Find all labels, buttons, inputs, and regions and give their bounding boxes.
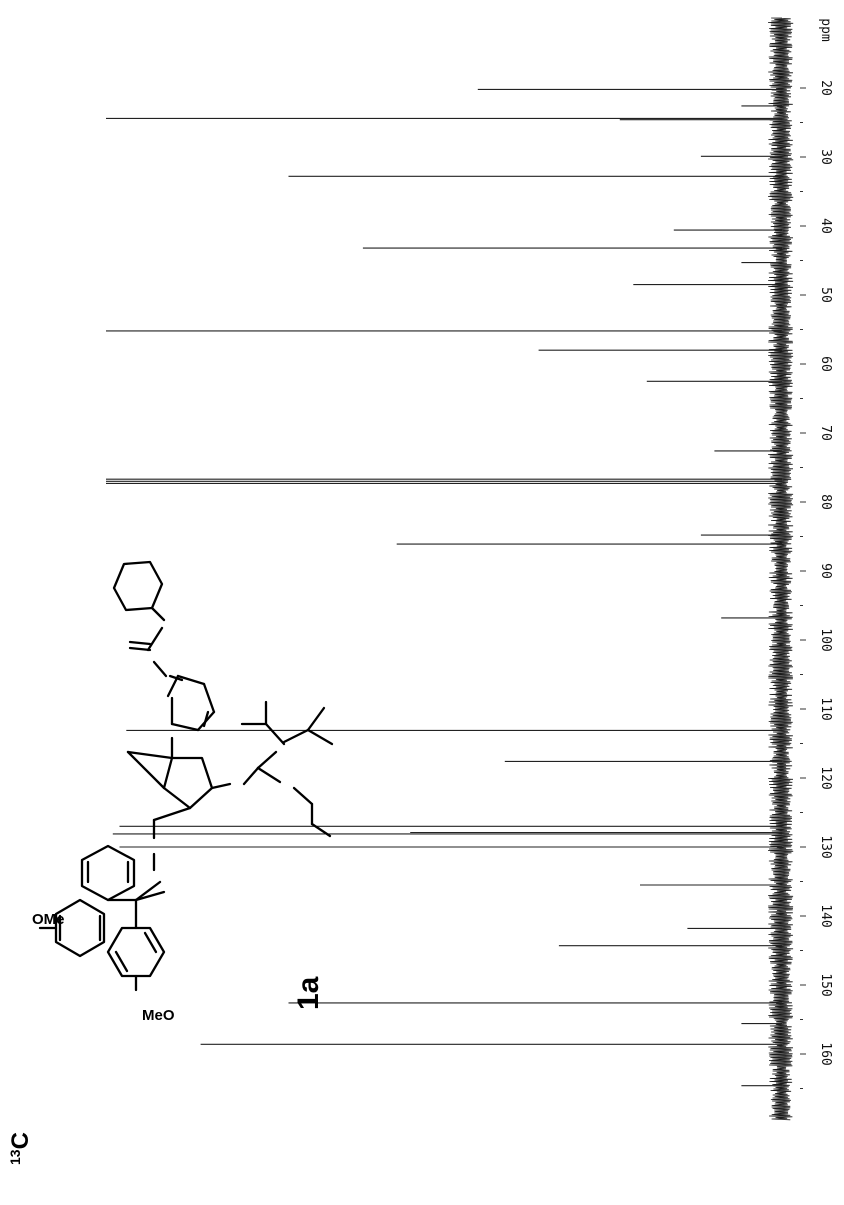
tick-label: 130 bbox=[818, 835, 833, 858]
tick-label: 120 bbox=[818, 766, 833, 789]
tick-label: 20 bbox=[818, 80, 833, 96]
molecule-1a: OMe MeO bbox=[32, 560, 334, 1024]
baseline-noise bbox=[767, 17, 794, 1121]
nucleus-label: 13C bbox=[7, 1132, 34, 1165]
tick-label: 160 bbox=[818, 1042, 833, 1065]
tick-label: 60 bbox=[818, 356, 833, 372]
atom-label: OMe bbox=[32, 911, 65, 928]
tick-label: 40 bbox=[818, 218, 833, 234]
tick-label: 70 bbox=[818, 425, 833, 441]
compound-label: 1a bbox=[292, 976, 325, 1010]
ppm-axis: 20 30 40 50 60 70 80 90 100 110 120 130 140 150 160 ppm bbox=[800, 18, 833, 1089]
atom-label: MeO bbox=[142, 1007, 175, 1024]
tick-label: 110 bbox=[818, 697, 833, 720]
tick-label: 90 bbox=[818, 563, 833, 579]
tick-label: 150 bbox=[818, 973, 833, 996]
tick-label: 30 bbox=[818, 149, 833, 165]
unit-label: ppm bbox=[818, 18, 833, 42]
tick-label: 80 bbox=[818, 494, 833, 510]
peak-lines bbox=[106, 88, 782, 1087]
tick-label: 50 bbox=[818, 287, 833, 303]
tick-label: 100 bbox=[818, 628, 833, 651]
tick-label: 140 bbox=[818, 904, 833, 927]
baseline-noise-path bbox=[767, 17, 794, 1121]
